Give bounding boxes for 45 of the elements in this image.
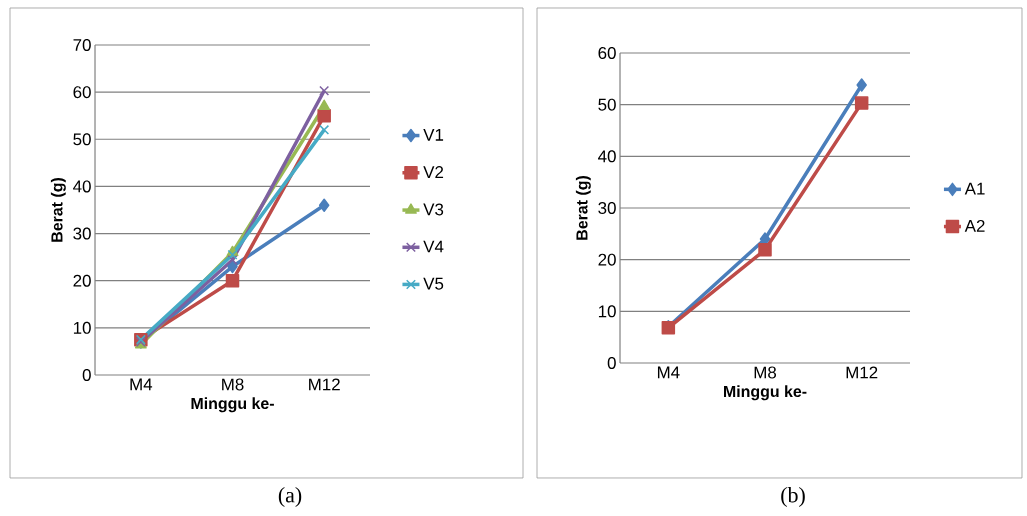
- y-tick-label: 0: [607, 356, 616, 369]
- x-tick-label: M8: [222, 378, 244, 391]
- x-tick-label: M8: [754, 366, 777, 379]
- x-tick-label: M12: [846, 366, 878, 379]
- point: [227, 254, 238, 265]
- y-tick-label: 40: [73, 180, 91, 193]
- point: [227, 249, 238, 260]
- y-axis-title: Berat (g): [50, 178, 66, 242]
- y-tick-label: 0: [82, 368, 91, 381]
- point: [318, 198, 330, 213]
- y-axis-title: Berat (g): [575, 176, 591, 240]
- point: [225, 273, 240, 288]
- point: [319, 85, 330, 96]
- point: [856, 78, 867, 92]
- legend-label: V5: [423, 277, 444, 290]
- x-axis-title: Minggu ke-: [724, 385, 807, 401]
- point: [318, 99, 331, 111]
- y-tick-label: 30: [598, 201, 616, 214]
- point: [317, 108, 331, 123]
- legend-label: V3: [423, 203, 444, 216]
- text: (a): [278, 487, 302, 507]
- y-tick-label: 40: [598, 150, 616, 163]
- x-tick-label: M12: [309, 378, 340, 391]
- y-tick-label: 30: [73, 227, 91, 240]
- y-tick-label: 50: [73, 133, 91, 146]
- y-tick-label: 70: [73, 38, 91, 51]
- y-tick-label: 20: [598, 253, 616, 266]
- x-tick-label: M4: [657, 366, 680, 379]
- point: [854, 96, 869, 110]
- x-tick-label: M4: [130, 378, 153, 391]
- y-tick-label: 50: [598, 98, 616, 111]
- legend-label: A2: [964, 219, 985, 232]
- point: [758, 243, 772, 257]
- point: [319, 124, 330, 135]
- x-axis-title: Minggu ke-: [191, 397, 274, 413]
- y-tick-label: 60: [598, 46, 616, 59]
- text: (b): [781, 487, 805, 507]
- legend-label: V2: [423, 166, 444, 178]
- y-tick-label: 20: [73, 274, 91, 287]
- legend-label: A1: [964, 182, 985, 195]
- y-tick-label: 60: [73, 86, 91, 99]
- legend-label: V1: [423, 128, 444, 141]
- legend-label: V4: [423, 240, 444, 253]
- y-tick-label: 10: [73, 321, 91, 334]
- y-tick-label: 10: [598, 305, 616, 318]
